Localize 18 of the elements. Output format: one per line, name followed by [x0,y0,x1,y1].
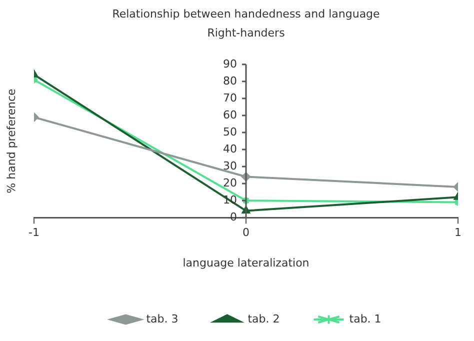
y-tick-label: 30 [223,159,237,172]
chart-title: Relationship between handedness and language [112,7,380,20]
x-tick-label: -1 [28,226,40,240]
y-tick-label: 60 [223,108,237,122]
legend-label: tab. 2 [248,312,280,326]
y-tick-label: 80 [223,74,237,88]
x-axis-title: language lateralization [182,256,310,270]
y-tick-label: 40 [223,142,237,156]
x-tick-label: 1 [454,226,462,240]
y-axis-title: % hand preference [4,88,18,194]
legend-label: tab. 1 [349,312,382,326]
x-tick-label: 0 [242,226,250,240]
y-tick-label: 20 [223,176,237,190]
chart-subtitle: Right-handers [207,26,286,40]
y-tick-label: 70 [223,91,237,104]
legend-label: tab. 3 [146,312,178,326]
y-tick-label: 50 [223,125,237,138]
y-tick-label: 90 [223,57,237,70]
